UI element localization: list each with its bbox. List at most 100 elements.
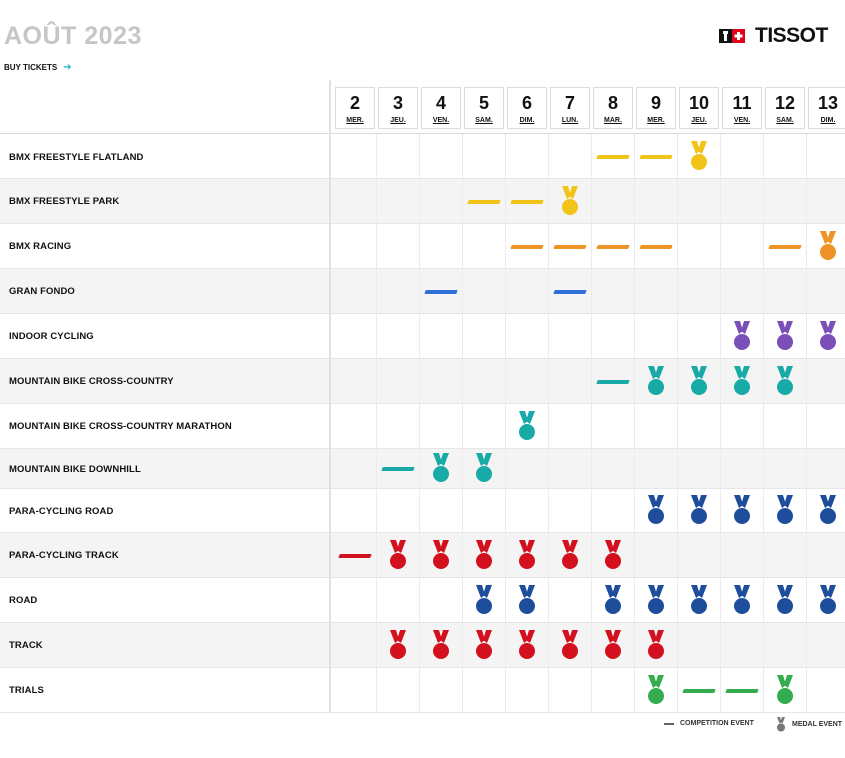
day-of-week: MAR. bbox=[604, 117, 622, 124]
sport-row: PARA-CYCLING TRACK bbox=[0, 533, 845, 578]
day-of-week: JEU. bbox=[390, 117, 406, 124]
sport-name: INDOOR CYCLING bbox=[9, 331, 94, 342]
competition-event-bar[interactable] bbox=[596, 155, 630, 159]
row-divider bbox=[0, 532, 845, 533]
day-header: 10 JEU. bbox=[679, 87, 719, 129]
medal-event-icon[interactable] bbox=[818, 230, 838, 261]
medal-event-icon[interactable] bbox=[474, 539, 494, 570]
competition-event-bar[interactable] bbox=[596, 379, 630, 384]
medal-event-icon[interactable] bbox=[818, 320, 838, 351]
medal-event-icon[interactable] bbox=[560, 629, 580, 660]
day-number: 2 bbox=[349, 93, 360, 113]
row-divider bbox=[0, 268, 845, 269]
medal-event-icon[interactable] bbox=[431, 539, 451, 570]
day-of-week: MER. bbox=[647, 117, 665, 124]
day-of-week: DIM. bbox=[820, 117, 836, 124]
medal-event-icon[interactable] bbox=[474, 629, 494, 660]
medal-event-icon[interactable] bbox=[732, 320, 752, 351]
competition-event-bar[interactable] bbox=[424, 289, 458, 294]
day-number: 13 bbox=[817, 93, 839, 113]
medal-event-icon[interactable] bbox=[431, 453, 451, 483]
medal-event-icon[interactable] bbox=[775, 365, 795, 396]
medal-event-icon[interactable] bbox=[646, 584, 666, 615]
competition-event-bar[interactable] bbox=[381, 467, 415, 471]
medal-event-icon[interactable] bbox=[560, 539, 580, 570]
sport-row: MOUNTAIN BIKE CROSS-COUNTRY MARATHON bbox=[0, 404, 845, 449]
competition-event-bar[interactable] bbox=[596, 244, 630, 249]
competition-event-bar[interactable] bbox=[467, 199, 501, 204]
competition-event-bar[interactable] bbox=[768, 244, 802, 249]
medal-event-icon[interactable] bbox=[517, 410, 537, 441]
day-header: 6 DIM. bbox=[507, 87, 547, 129]
row-divider bbox=[0, 622, 845, 623]
medal-event-icon[interactable] bbox=[603, 584, 623, 615]
medal-event-icon[interactable] bbox=[388, 539, 408, 570]
medal-event-icon[interactable] bbox=[775, 584, 795, 615]
competition-event-bar[interactable] bbox=[682, 688, 716, 693]
medal-event-icon[interactable] bbox=[560, 185, 580, 216]
competition-event-bar[interactable] bbox=[639, 155, 673, 159]
medal-event-icon[interactable] bbox=[775, 674, 795, 705]
day-column-divider bbox=[505, 134, 506, 712]
medal-event-icon[interactable] bbox=[689, 365, 709, 396]
sport-name: TRACK bbox=[9, 640, 43, 651]
medal-event-icon[interactable] bbox=[689, 584, 709, 615]
row-divider bbox=[0, 223, 845, 224]
medal-event-icon[interactable] bbox=[732, 365, 752, 396]
sport-row: MOUNTAIN BIKE DOWNHILL bbox=[0, 449, 845, 489]
medal-event-icon[interactable] bbox=[603, 539, 623, 570]
medal-event-icon[interactable] bbox=[431, 629, 451, 660]
medal-event-icon[interactable] bbox=[732, 584, 752, 615]
logo-wordmark: TISSOT bbox=[755, 24, 828, 47]
row-divider bbox=[0, 712, 845, 713]
medal-event-icon[interactable] bbox=[388, 629, 408, 660]
medal-event-icon[interactable] bbox=[517, 584, 537, 615]
medal-event-icon[interactable] bbox=[818, 584, 838, 615]
legend-medal: MEDAL EVENT bbox=[776, 717, 842, 732]
medal-event-icon[interactable] bbox=[732, 495, 752, 525]
medal-event-icon[interactable] bbox=[517, 629, 537, 660]
competition-event-bar[interactable] bbox=[639, 244, 673, 249]
page-title: AOÛT 2023 bbox=[4, 22, 142, 50]
day-header: 7 LUN. bbox=[550, 87, 590, 129]
sport-row: ROAD bbox=[0, 578, 845, 623]
sport-row: TRIALS bbox=[0, 668, 845, 713]
day-of-week: JEU. bbox=[691, 117, 707, 124]
day-header: 8 MAR. bbox=[593, 87, 633, 129]
medal-event-icon[interactable] bbox=[474, 584, 494, 615]
medal-event-icon[interactable] bbox=[646, 674, 666, 705]
medal-event-icon[interactable] bbox=[818, 495, 838, 525]
buy-tickets-link[interactable]: BUY TICKETS ➔ bbox=[4, 62, 72, 73]
medal-event-icon[interactable] bbox=[517, 539, 537, 570]
row-divider bbox=[0, 403, 845, 404]
day-header: 9 MER. bbox=[636, 87, 676, 129]
day-number: 3 bbox=[392, 93, 403, 113]
sport-row: BMX FREESTYLE PARK bbox=[0, 179, 845, 224]
medal-event-icon[interactable] bbox=[775, 495, 795, 525]
sport-name: PARA-CYCLING TRACK bbox=[9, 550, 119, 561]
medal-event-icon[interactable] bbox=[689, 141, 709, 171]
medal-event-icon[interactable] bbox=[646, 495, 666, 525]
medal-event-icon[interactable] bbox=[775, 320, 795, 351]
medal-event-icon[interactable] bbox=[646, 629, 666, 660]
medal-event-icon[interactable] bbox=[474, 453, 494, 483]
medal-event-icon[interactable] bbox=[646, 365, 666, 396]
day-of-week: LUN. bbox=[561, 117, 579, 124]
competition-event-bar[interactable] bbox=[338, 553, 372, 558]
competition-event-bar[interactable] bbox=[553, 289, 587, 294]
sport-name: MOUNTAIN BIKE CROSS-COUNTRY bbox=[9, 376, 174, 387]
day-number: 12 bbox=[774, 93, 796, 113]
competition-event-bar[interactable] bbox=[725, 688, 759, 693]
row-divider bbox=[0, 448, 845, 449]
row-divider bbox=[0, 488, 845, 489]
day-header: 13 DIM. bbox=[808, 87, 845, 129]
competition-event-bar[interactable] bbox=[510, 244, 544, 249]
medal-event-icon[interactable] bbox=[603, 629, 623, 660]
day-column-divider bbox=[806, 134, 807, 712]
medal-event-icon[interactable] bbox=[689, 495, 709, 525]
tissot-cross-icon bbox=[719, 29, 745, 43]
competition-event-bar[interactable] bbox=[510, 199, 544, 204]
competition-event-bar[interactable] bbox=[553, 244, 587, 249]
day-header: 2 MER. bbox=[335, 87, 375, 129]
row-divider bbox=[0, 577, 845, 578]
